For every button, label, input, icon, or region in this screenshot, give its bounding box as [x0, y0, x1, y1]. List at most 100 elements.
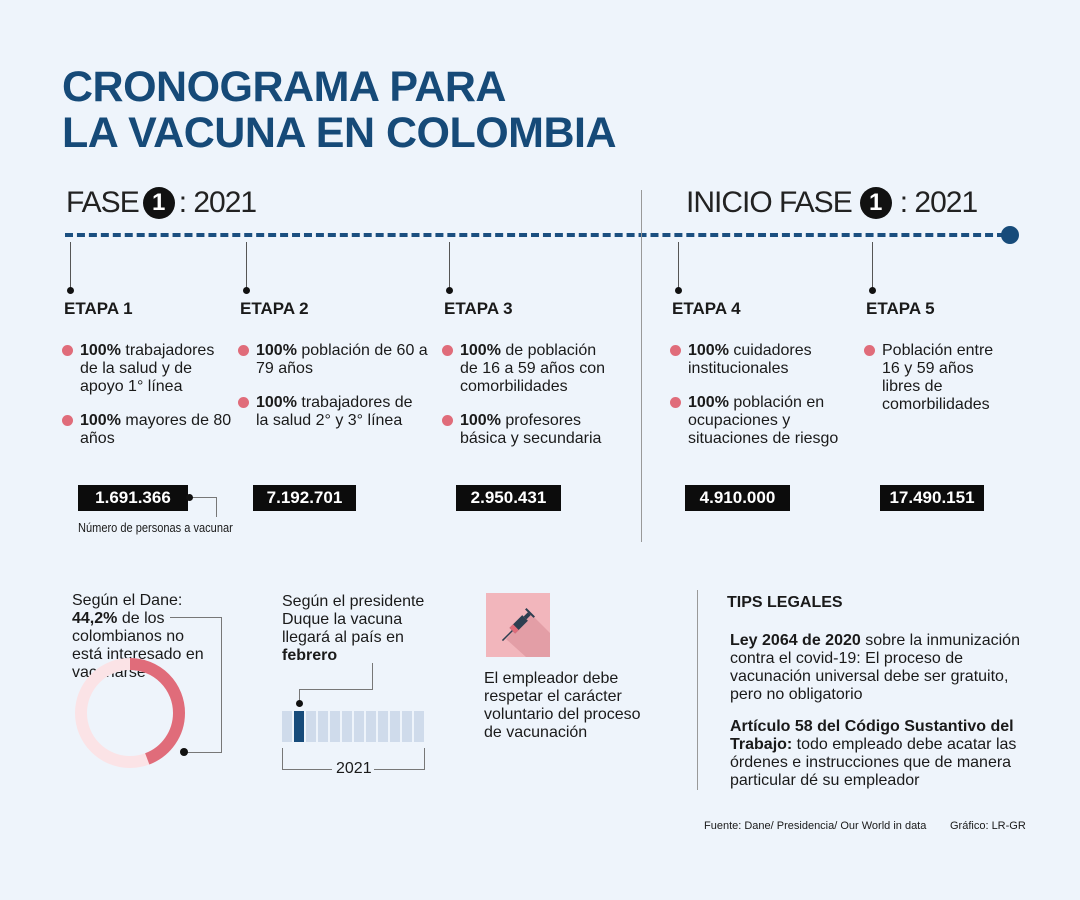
stage-bullets: 100% cuidadores institucionales 100% pobl… [670, 342, 840, 464]
tips-list: Ley 2064 de 2020 sobre la inmunización c… [730, 632, 1030, 790]
tips-title: TIPS LEGALES [727, 594, 843, 611]
stage-title: ETAPA 3 [444, 299, 513, 318]
dane-donut [75, 658, 188, 768]
stage-bullet: 100% población de 60 a 79 años [238, 342, 428, 378]
stage-count: 17.490.151 [880, 485, 984, 511]
stage-bullet: 100% mayores de 80 años [62, 412, 232, 448]
duque-month: febrero [282, 647, 338, 664]
duque-rest: Según el presidente Duque la vacuna lleg… [282, 593, 425, 646]
bullet-text: cuidadores institucionales [688, 342, 812, 377]
stage-stem [678, 242, 679, 292]
stage-count: 7.192.701 [253, 485, 356, 511]
tips-divider [697, 590, 698, 790]
stage-dot [869, 287, 876, 294]
month-calendar [282, 711, 424, 742]
stage-count: 2.950.431 [456, 485, 561, 511]
duque-leader [372, 663, 373, 689]
stage-bullets: 100% trabajadores de la salud y de apoyo… [62, 342, 232, 464]
year-bracket [374, 769, 424, 770]
stage-dot [243, 287, 250, 294]
tip-bold: Artículo 58 del Código Sustantivo del Tr… [730, 718, 1014, 753]
phase-heading-2: INICIO FASE 1: 2021 [686, 186, 978, 220]
bullet-text: profesores básica y secundaria [460, 412, 602, 447]
stage-title: ETAPA 1 [64, 299, 133, 318]
year-bracket [282, 748, 283, 770]
stage-dot [675, 287, 682, 294]
month-cell [366, 711, 376, 742]
bullet-text: población en ocupaciones y situaciones d… [688, 394, 839, 447]
timeline-end-dot [1001, 226, 1019, 244]
bullet-bold: 100% [256, 394, 297, 411]
bullet-bold: 100% [460, 412, 501, 429]
page-title: CRONOGRAMA PARA LA VACUNA EN COLOMBIA [62, 63, 617, 157]
bullet-bold: 100% [80, 412, 121, 429]
bullet-bold: 100% [688, 394, 729, 411]
year-bracket [424, 748, 425, 770]
bullet-text: Población entre 16 y 59 años libres de c… [882, 342, 994, 413]
phase-number-badge: 1 [142, 187, 175, 219]
phase-prefix: FASE [66, 186, 140, 219]
dane-intro: Según el Dane: [72, 592, 183, 609]
stage-bullet: 100% trabajadores de la salud y de apoyo… [62, 342, 232, 396]
dane-leader [221, 617, 222, 753]
stage-stem [246, 242, 247, 292]
stage-bullets: 100% de población de 16 a 59 años con co… [442, 342, 617, 464]
annotation-leader [188, 497, 216, 498]
stage-bullet: 100% profesores básica y secundaria [442, 412, 617, 448]
stage-count: 4.910.000 [685, 485, 790, 511]
syringe-icon [486, 593, 550, 657]
month-cell [306, 711, 316, 742]
employer-text: El empleador debe respetar el carácter v… [484, 670, 641, 741]
bullet-text: mayores de 80 años [80, 412, 232, 447]
phase-number-badge: 1 [859, 187, 892, 219]
phase-divider [641, 190, 642, 542]
footer-credit: Gráfico: LR-GR [950, 820, 1026, 832]
duque-text: Según el presidente Duque la vacuna lleg… [282, 593, 432, 665]
title-line-2: LA VACUNA EN COLOMBIA [62, 109, 617, 157]
month-cell [342, 711, 352, 742]
duque-leader [299, 689, 373, 690]
stage-dot [67, 287, 74, 294]
timeline-line [65, 233, 1005, 237]
phase-year: : 2021 [899, 186, 978, 219]
year-label: 2021 [336, 760, 372, 777]
tip-item: Ley 2064 de 2020 sobre la inmunización c… [730, 632, 1030, 704]
dane-percent: 44,2% [72, 610, 118, 627]
bullet-text: trabajadores de la salud y de apoyo 1° l… [80, 342, 215, 395]
bullet-text: trabajadores de la salud 2° y 3° línea [256, 394, 413, 429]
annotation-leader [216, 497, 217, 517]
stage-bullets: Población entre 16 y 59 años libres de c… [864, 342, 1014, 430]
bullet-text: de población de 16 a 59 años con comorbi… [460, 342, 606, 395]
bullet-text: población de 60 a 79 años [256, 342, 428, 377]
month-cell [378, 711, 388, 742]
stage-title: ETAPA 2 [240, 299, 309, 318]
phase-year: : 2021 [178, 186, 257, 219]
stage-title: ETAPA 5 [866, 299, 935, 318]
tip-text: sobre la inmunización contra el covid-19… [730, 632, 1020, 703]
month-cell [354, 711, 364, 742]
count-annotation: Número de personas a vacunar [78, 520, 233, 535]
tip-item: Artículo 58 del Código Sustantivo del Tr… [730, 718, 1030, 790]
phase-heading-1: FASE 1: 2021 [66, 186, 257, 220]
bullet-bold: 100% [460, 342, 501, 359]
tip-bold: Ley 2064 de 2020 [730, 632, 861, 649]
stage-stem [872, 242, 873, 292]
stage-stem [70, 242, 71, 292]
title-line-1: CRONOGRAMA PARA [62, 63, 506, 111]
bullet-bold: 100% [80, 342, 121, 359]
donut-value-arc [75, 658, 185, 768]
dane-leader [184, 752, 222, 753]
month-cell [414, 711, 424, 742]
month-cell [282, 711, 292, 742]
duque-dot [296, 700, 303, 707]
month-cell [330, 711, 340, 742]
annotation-dot [186, 494, 193, 501]
month-cell [402, 711, 412, 742]
donut-dot [180, 748, 188, 756]
tip-text: todo empleado debe acatar las órdenes e … [730, 736, 1017, 789]
month-cell [318, 711, 328, 742]
stage-count: 1.691.366 [78, 485, 188, 511]
stage-bullets: 100% población de 60 a 79 años 100% traba… [238, 342, 428, 446]
stage-stem [449, 242, 450, 292]
stage-bullet: 100% cuidadores institucionales [670, 342, 840, 378]
